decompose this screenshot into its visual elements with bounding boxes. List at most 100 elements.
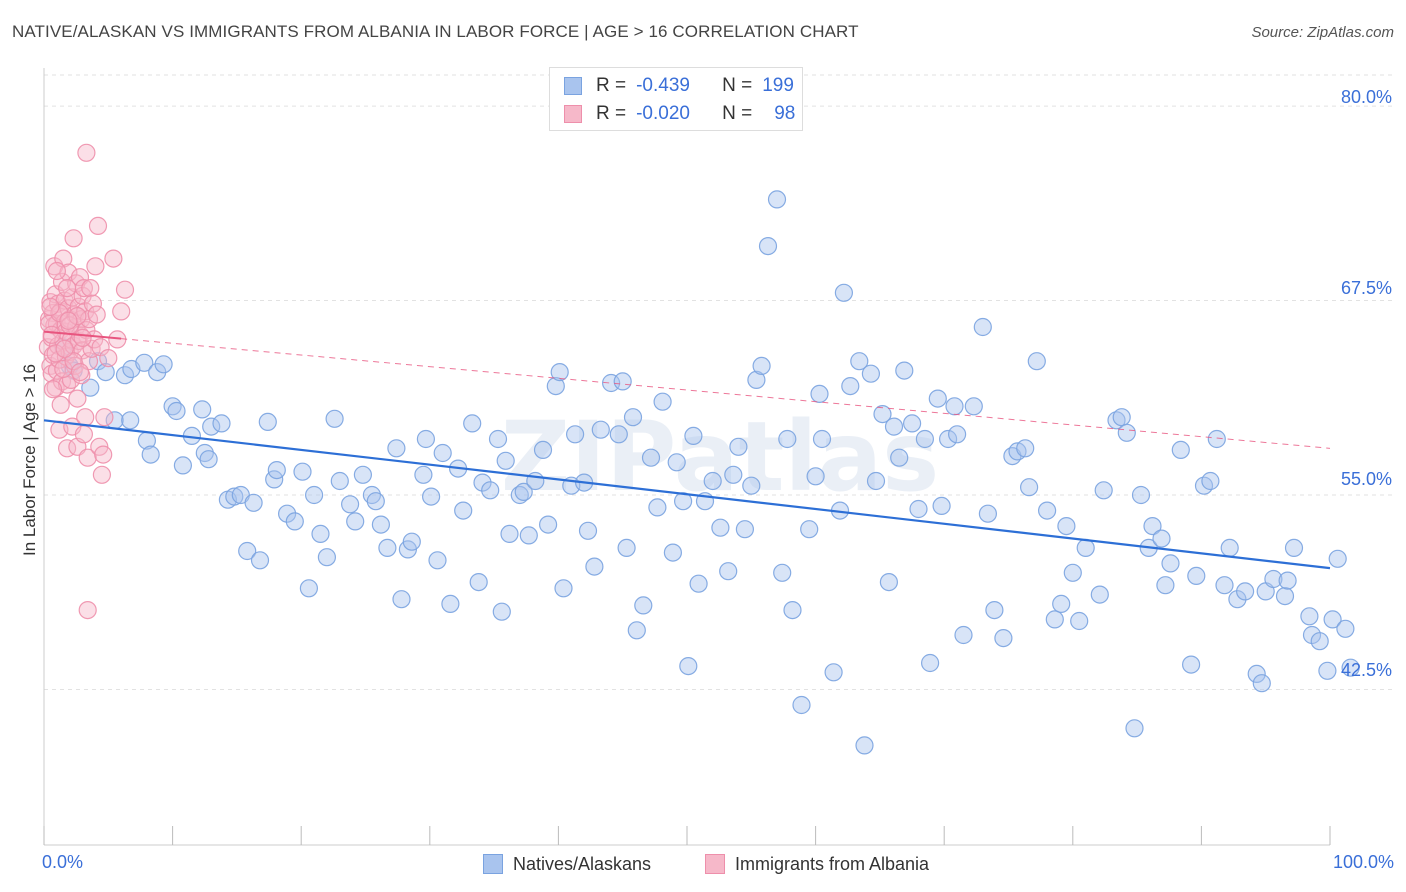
point-albania <box>70 363 90 382</box>
point-natives <box>578 521 598 540</box>
point-natives <box>441 594 460 614</box>
point-natives <box>238 541 257 561</box>
point-natives <box>1235 582 1255 601</box>
point-natives <box>154 355 173 374</box>
point-natives <box>311 524 330 544</box>
point-natives <box>947 425 967 444</box>
point-natives <box>121 411 140 430</box>
point-natives <box>667 453 686 472</box>
point-natives <box>1328 549 1347 568</box>
n-value: 199 <box>762 75 794 96</box>
point-natives <box>1215 576 1234 595</box>
point-albania <box>55 339 74 358</box>
point-natives <box>884 417 904 436</box>
point-natives <box>601 373 621 393</box>
point-natives <box>1063 563 1082 582</box>
r-label: R = <box>596 75 627 96</box>
swatch-natives <box>564 77 582 95</box>
point-natives <box>433 443 452 463</box>
y-tick-67-5: 67.5% <box>1340 278 1392 298</box>
point-natives <box>689 574 708 593</box>
point-natives <box>1300 607 1319 626</box>
point-natives <box>879 572 899 592</box>
point-natives <box>1090 585 1109 604</box>
point-natives <box>850 352 869 371</box>
point-albania <box>95 408 114 427</box>
point-albania <box>108 330 127 349</box>
point-natives <box>1112 408 1131 427</box>
legend-label-albania: Immigrants from Albania <box>735 853 930 874</box>
point-natives <box>964 397 983 416</box>
point-natives <box>1264 569 1283 589</box>
grid-lines <box>44 74 1395 690</box>
point-natives <box>684 426 703 445</box>
point-natives <box>1125 719 1144 738</box>
point-natives <box>1027 352 1046 371</box>
point-natives <box>533 440 553 459</box>
point-natives <box>519 526 538 545</box>
swatch-albania <box>564 105 582 123</box>
legend-item-natives: Natives/Alaskans <box>483 852 651 876</box>
point-natives <box>1045 610 1064 629</box>
point-natives <box>641 448 661 467</box>
point-natives <box>488 429 508 449</box>
n-label: N = <box>722 103 753 124</box>
point-natives <box>422 487 441 506</box>
x-tick-min: 0.0% <box>42 852 84 872</box>
point-natives <box>1143 516 1162 536</box>
point-natives <box>855 736 874 755</box>
point-natives <box>866 471 886 491</box>
point-natives <box>1228 590 1247 609</box>
point-natives <box>609 425 628 444</box>
point-natives <box>538 515 558 534</box>
point-natives <box>317 548 336 567</box>
point-natives <box>454 501 473 520</box>
r-value: -0.020 <box>636 103 690 124</box>
point-natives <box>1201 471 1220 491</box>
point-natives <box>653 392 672 411</box>
point-natives <box>514 482 533 501</box>
y-tick-42-5: 42.5% <box>1340 660 1392 680</box>
point-natives <box>742 476 761 495</box>
point-natives <box>1247 664 1266 684</box>
point-natives <box>565 425 585 444</box>
point-natives <box>428 551 447 570</box>
point-albania <box>115 280 135 299</box>
y-tick-80: 80.0% <box>1340 87 1392 107</box>
point-natives <box>1252 674 1271 693</box>
point-natives <box>546 377 565 396</box>
point-natives <box>1156 576 1175 595</box>
point-natives <box>278 504 297 523</box>
point-natives <box>920 653 940 673</box>
point-natives <box>585 557 604 576</box>
point-albania <box>42 325 61 344</box>
series-natives-points <box>54 190 1360 755</box>
point-natives <box>928 389 947 408</box>
point-albania <box>86 257 105 276</box>
point-natives <box>1318 661 1337 680</box>
point-natives <box>1094 481 1113 500</box>
point-natives <box>353 465 372 484</box>
point-natives <box>902 414 922 433</box>
point-natives <box>954 625 973 645</box>
point-natives <box>758 237 778 256</box>
point-natives <box>613 372 632 391</box>
point-natives <box>617 538 636 558</box>
point-natives <box>663 543 683 562</box>
source-label: Source: ZipAtlas.com <box>1251 24 1394 41</box>
point-natives <box>800 520 819 539</box>
point-natives <box>305 485 324 505</box>
point-natives <box>1310 632 1329 651</box>
point-natives <box>945 397 964 416</box>
point-natives <box>1278 571 1297 590</box>
point-natives <box>591 420 610 439</box>
point-natives <box>824 663 843 682</box>
point-albania <box>99 349 118 368</box>
point-natives <box>1284 538 1304 558</box>
point-albania <box>94 445 113 464</box>
series-albania-points <box>38 143 135 620</box>
point-natives <box>173 456 192 475</box>
point-natives <box>1107 411 1126 430</box>
point-natives <box>193 400 212 419</box>
point-natives <box>299 579 318 598</box>
